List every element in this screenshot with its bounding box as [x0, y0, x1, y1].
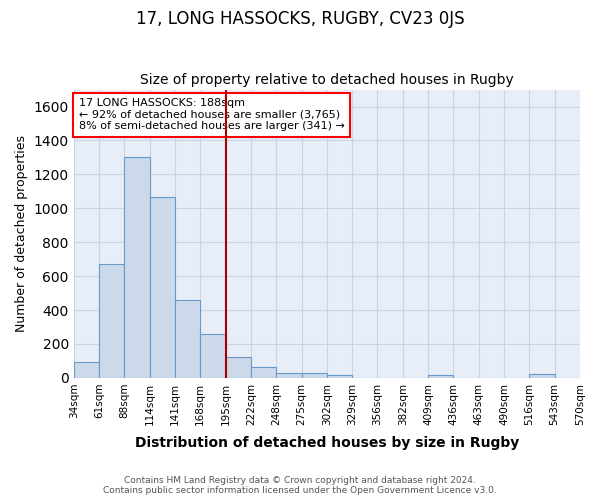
- Bar: [226, 356, 251, 378]
- Bar: [124, 158, 149, 378]
- Bar: [200, 334, 226, 378]
- Text: 17, LONG HASSOCKS, RUGBY, CV23 0JS: 17, LONG HASSOCKS, RUGBY, CV23 0JS: [136, 10, 464, 28]
- Bar: [251, 367, 276, 378]
- Y-axis label: Number of detached properties: Number of detached properties: [15, 135, 28, 332]
- Bar: [149, 198, 175, 378]
- X-axis label: Distribution of detached houses by size in Rugby: Distribution of detached houses by size …: [135, 436, 519, 450]
- Bar: [529, 374, 554, 378]
- Text: Contains HM Land Registry data © Crown copyright and database right 2024.
Contai: Contains HM Land Registry data © Crown c…: [103, 476, 497, 495]
- Bar: [276, 373, 302, 378]
- Bar: [327, 374, 352, 378]
- Title: Size of property relative to detached houses in Rugby: Size of property relative to detached ho…: [140, 73, 514, 87]
- Text: 17 LONG HASSOCKS: 188sqm
← 92% of detached houses are smaller (3,765)
8% of semi: 17 LONG HASSOCKS: 188sqm ← 92% of detach…: [79, 98, 344, 132]
- Bar: [428, 374, 454, 378]
- Bar: [99, 264, 124, 378]
- Bar: [175, 300, 200, 378]
- Bar: [302, 373, 327, 378]
- Bar: [74, 362, 99, 378]
